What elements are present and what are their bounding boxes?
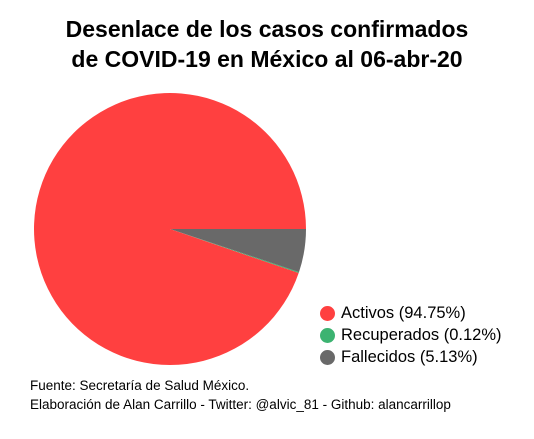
pie-slice-recuperados [170,229,299,274]
legend-item-recuperados: Recuperados (0.12%) [320,324,510,346]
pie-slice-activos [33,92,306,365]
legend-label-activos: Activos (94.75%) [341,303,466,322]
legend-item-activos: Activos (94.75%) [320,302,510,324]
chart-title-line-2: de COVID-19 en México al 06-abr-20 [71,46,463,72]
chart-title-line-1: Desenlace de los casos confirmados [65,16,469,42]
chart-footer: Fuente: Secretaría de Salud México. Elab… [30,376,451,414]
legend-label-fallecidos: Fallecidos (5.13%) [341,347,478,366]
footer-credit: Elaboración de Alan Carrillo - Twitter: … [30,397,451,412]
legend-swatch-recuperados [320,327,335,343]
legend-swatch-activos [320,305,335,321]
legend-item-fallecidos: Fallecidos (5.13%) [320,346,510,368]
legend-swatch-fallecidos [320,349,335,365]
chart-legend: Activos (94.75%) Recuperados (0.12%) Fal… [320,302,510,368]
footer-source: Fuente: Secretaría de Salud México. [30,378,250,393]
legend-label-recuperados: Recuperados (0.12%) [341,325,502,344]
pie-slice-fallecidos [170,229,306,273]
chart-title: Desenlace de los casos confirmados de CO… [0,14,534,74]
